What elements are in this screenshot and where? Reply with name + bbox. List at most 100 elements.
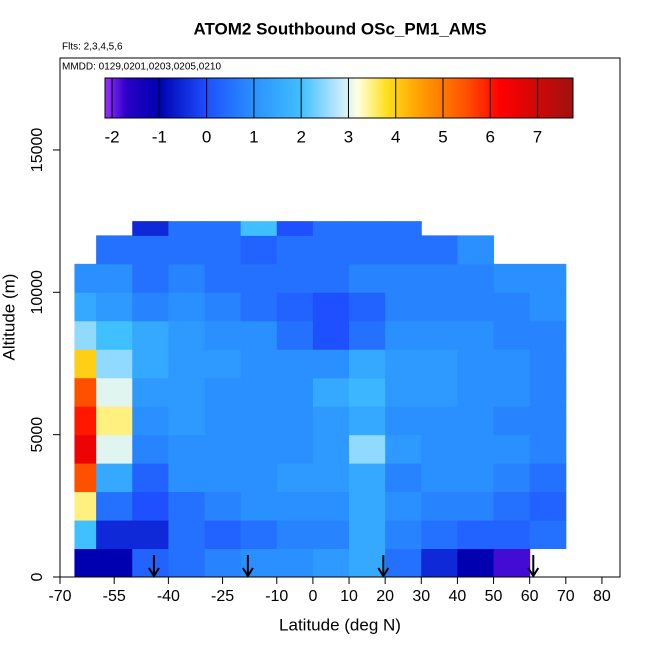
heat-cell [168, 548, 206, 578]
heat-cell [240, 406, 278, 436]
heat-cell [421, 520, 458, 550]
heat-cell [421, 349, 458, 379]
heat-cell [96, 463, 133, 493]
heat-cell [132, 434, 169, 464]
heat-cell [312, 406, 350, 436]
heat-cell [132, 463, 169, 493]
heat-cell [168, 463, 206, 493]
heat-cell [168, 235, 206, 265]
heat-cell [96, 520, 133, 550]
heat-cell [240, 520, 278, 550]
heat-cell [204, 349, 242, 379]
heat-cell [276, 406, 314, 436]
y-axis-label: Altitude (m) [0, 274, 18, 361]
heat-cell [493, 263, 531, 293]
heat-cell [96, 377, 133, 407]
heat-cell [240, 292, 278, 322]
heat-cell [529, 377, 567, 407]
heat-cell [240, 491, 278, 521]
heat-cell [349, 320, 386, 350]
heat-cell [349, 406, 386, 436]
heat-cell [529, 320, 567, 350]
heat-cell [349, 221, 386, 236]
heat-cell [385, 406, 422, 436]
heat-cell [132, 548, 169, 578]
y-tick-label: 5000 [29, 417, 46, 453]
heat-cell [74, 377, 97, 407]
x-tick-label: 80 [593, 588, 611, 605]
heat-cell [312, 491, 350, 521]
heat-cell [132, 520, 169, 550]
x-tick-label: 20 [376, 588, 394, 605]
colorbar-tick-label: 7 [533, 127, 542, 146]
heat-cell [276, 221, 314, 236]
heat-cell [240, 377, 278, 407]
heat-cell [276, 463, 314, 493]
heat-cell [457, 406, 495, 436]
heat-cell [132, 292, 169, 322]
heat-cell [96, 235, 133, 265]
heat-cell [168, 491, 206, 521]
heat-cell [204, 406, 242, 436]
heat-cell [349, 434, 386, 464]
heat-cell [421, 463, 458, 493]
colorbar-tick-label: 1 [249, 127, 258, 146]
heat-cell [312, 349, 350, 379]
x-tick-label: 30 [412, 588, 430, 605]
heat-cell [493, 349, 531, 379]
heat-cell [457, 434, 495, 464]
colorbar-tick-label: 0 [202, 127, 211, 146]
arrow [148, 555, 160, 578]
heat-cell [312, 520, 350, 550]
heat-cell [493, 292, 531, 322]
heat-cell [240, 463, 278, 493]
heat-cell [493, 520, 531, 550]
x-tick-label: 50 [485, 588, 503, 605]
heat-cell [349, 292, 386, 322]
heat-cell [349, 520, 386, 550]
heat-cell [168, 263, 206, 293]
y-tick-label: 0 [29, 572, 46, 581]
heat-cell [276, 491, 314, 521]
heat-cell [457, 463, 495, 493]
heat-cell [240, 263, 278, 293]
heat-cell [385, 520, 422, 550]
heat-cell [529, 491, 567, 521]
heat-cell [529, 434, 567, 464]
arrow [242, 555, 254, 578]
heat-cell [96, 434, 133, 464]
heat-cell [385, 320, 422, 350]
colorbar-tick-label: 4 [391, 127, 400, 146]
x-tick-label: -25 [211, 588, 234, 605]
heat-cell [385, 491, 422, 521]
heat-cell [493, 406, 531, 436]
heat-cell [204, 491, 242, 521]
heat-cell [421, 292, 458, 322]
heat-cell [312, 235, 350, 265]
heat-cell [312, 221, 350, 236]
colorbar-tick-label: 6 [486, 127, 495, 146]
heat-cell [74, 434, 97, 464]
heat-cell [529, 292, 567, 322]
heat-cell [493, 377, 531, 407]
heat-cell [421, 434, 458, 464]
heat-cell [457, 491, 495, 521]
heat-cell [276, 434, 314, 464]
heat-cell [204, 320, 242, 350]
arrow [527, 555, 540, 578]
heat-cell [132, 235, 169, 265]
x-tick-label: -40 [157, 588, 180, 605]
heat-cell [349, 349, 386, 379]
heat-cell [204, 548, 242, 578]
heat-cell [529, 263, 567, 293]
heat-cell [349, 548, 386, 578]
heat-cell [385, 548, 422, 578]
heat-cell [457, 292, 495, 322]
heat-cell [74, 320, 97, 350]
heat-cell [276, 520, 314, 550]
heat-cell [74, 292, 97, 322]
heat-cell [421, 406, 458, 436]
heat-cell [529, 406, 567, 436]
heat-cell [385, 349, 422, 379]
heat-cell [74, 520, 97, 550]
